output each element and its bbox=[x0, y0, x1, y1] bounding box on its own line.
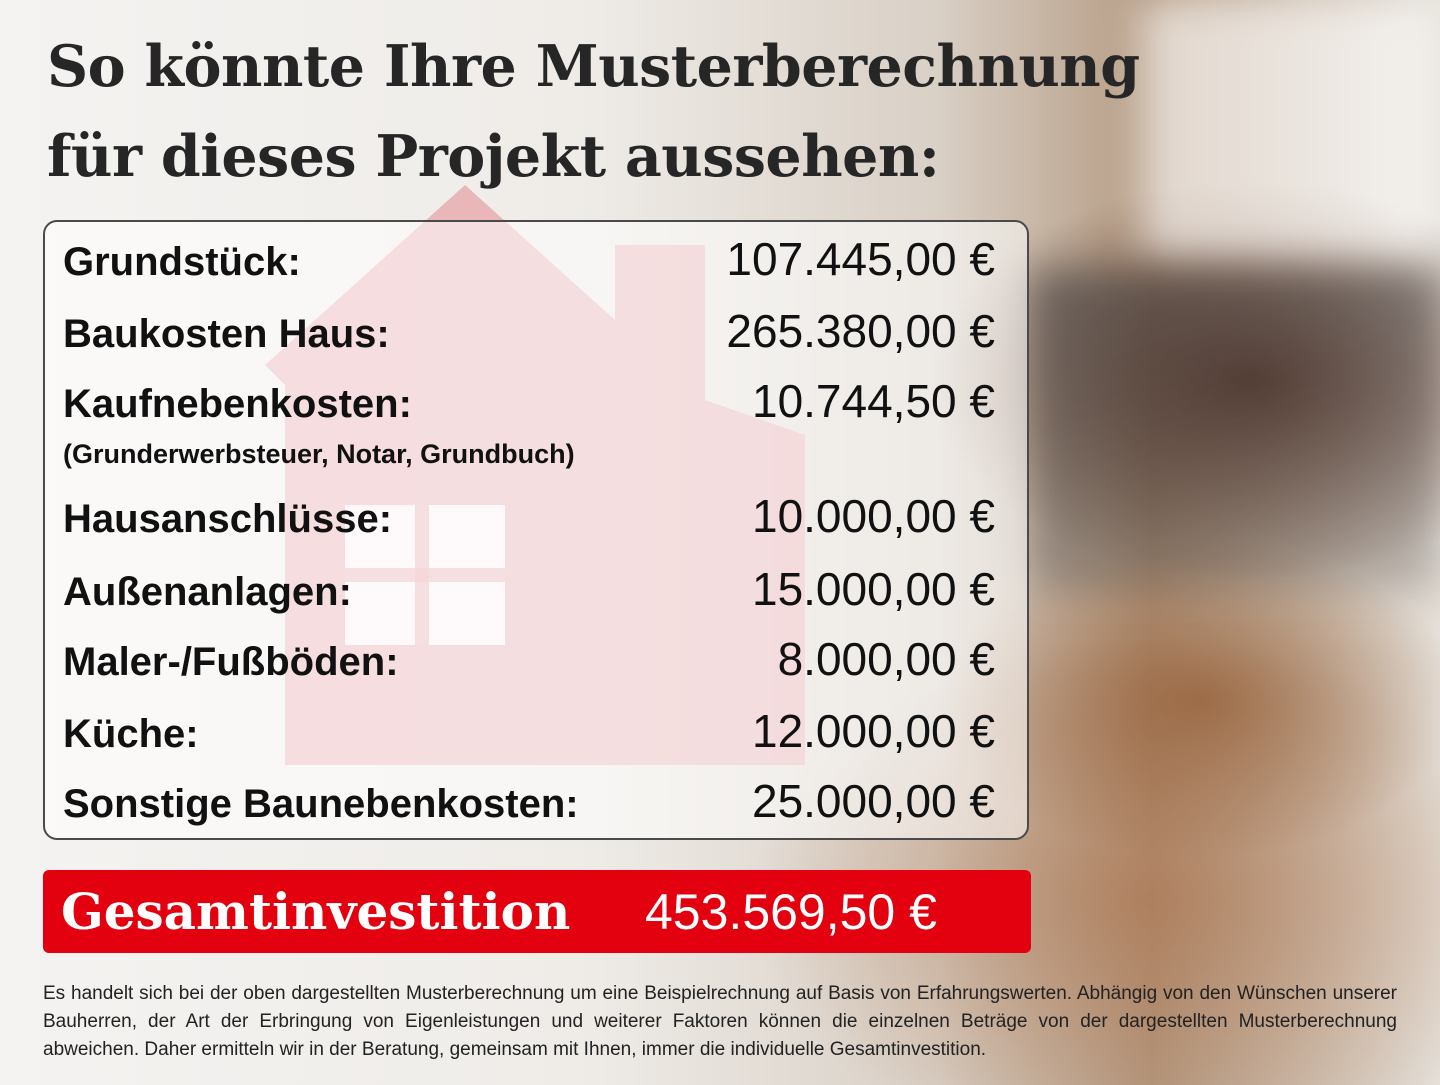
total-value: 453.569,50 € bbox=[645, 883, 937, 940]
total-bar: Gesamtinvestition 453.569,50 € bbox=[43, 870, 1031, 953]
cost-value: 265.380,00 € bbox=[726, 305, 995, 357]
cost-row: Hausanschlüsse: 10.000,00 € bbox=[63, 489, 995, 543]
cost-value: 25.000,00 € bbox=[751, 775, 995, 827]
cost-note: (Grunderwerbsteuer, Notar, Grundbuch) bbox=[63, 439, 575, 469]
cost-value: 15.000,00 € bbox=[751, 563, 995, 615]
cost-label: Küche: bbox=[63, 712, 199, 756]
background-window-light bbox=[1140, 0, 1440, 260]
cost-row: Küche: 12.000,00 € bbox=[63, 704, 995, 758]
cost-label: Grundstück: bbox=[63, 240, 301, 284]
disclaimer: Es handelt sich bei der oben dargestellt… bbox=[43, 983, 1397, 1060]
cost-table: Grundstück: 107.445,00 € Baukosten Haus: 2… bbox=[43, 220, 1029, 840]
cost-label: Sonstige Baunebenkosten: bbox=[63, 782, 579, 826]
cost-label: Kaufnebenkosten: bbox=[63, 382, 412, 426]
total-label: Gesamtinvestition bbox=[61, 882, 571, 941]
background-calculator-photo bbox=[1030, 270, 1440, 590]
cost-row: Grundstück: 107.445,00 € bbox=[63, 232, 995, 286]
cost-value: 107.445,00 € bbox=[726, 233, 995, 285]
page-title: So könnte Ihre Musterberechnung für dies… bbox=[47, 22, 1140, 202]
cost-label: Maler-/Fußböden: bbox=[63, 640, 399, 684]
cost-label: Außenanlagen: bbox=[63, 570, 352, 614]
cost-value: 10.744,50 € bbox=[751, 375, 995, 427]
cost-row: Außenanlagen: 15.000,00 € bbox=[63, 562, 995, 616]
cost-row: Maler-/Fußböden: 8.000,00 € bbox=[63, 632, 995, 686]
cost-row: Baukosten Haus: 265.380,00 € bbox=[63, 304, 995, 358]
title-line-2: für dieses Projekt aussehen: bbox=[47, 123, 940, 190]
cost-label: Hausanschlüsse: bbox=[63, 497, 393, 541]
cost-row: Kaufnebenkosten: 10.744,50 € bbox=[63, 374, 995, 428]
cost-value: 12.000,00 € bbox=[751, 705, 995, 757]
cost-label: Baukosten Haus: bbox=[63, 312, 390, 356]
cost-value: 10.000,00 € bbox=[751, 490, 995, 542]
cost-value: 8.000,00 € bbox=[777, 633, 995, 685]
title-line-1: So könnte Ihre Musterberechnung bbox=[47, 33, 1140, 100]
cost-row: Sonstige Baunebenkosten: 25.000,00 € bbox=[63, 774, 995, 828]
